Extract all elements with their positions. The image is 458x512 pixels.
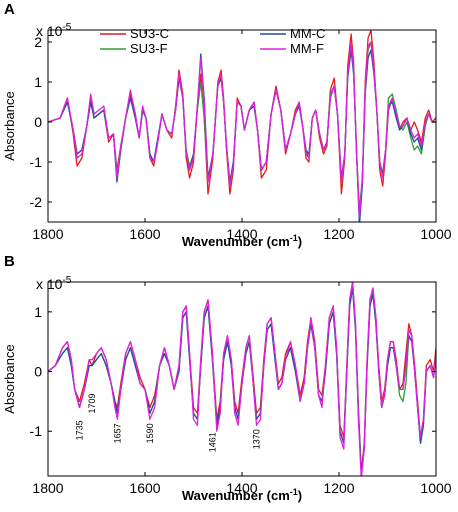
y-scale-factor: x 10-5 xyxy=(36,22,72,39)
y-axis-title: Absorbance xyxy=(2,344,17,413)
x-tick-label: 1800 xyxy=(32,226,63,242)
peak-annotation-1709: 1709 xyxy=(87,393,97,413)
x-axis-title-superscript: -1 xyxy=(290,233,298,243)
y-tick-label: -1 xyxy=(30,154,43,170)
panel-letter: A xyxy=(4,1,15,18)
y-tick-label: 0 xyxy=(34,114,42,130)
legend-label-mm-c: MM-C xyxy=(290,26,325,41)
x-tick-label: 1400 xyxy=(226,226,257,242)
panel-a: A 1800 1600 1400 1200 1000 -2 -1 0 1 2x 10-5 Absorb… xyxy=(2,1,452,249)
y-scale-exponent: -5 xyxy=(62,275,71,286)
x-axis-title: Wavenumber (cm-1) xyxy=(182,233,302,249)
y-axis-title: Absorbance xyxy=(2,91,17,160)
x-tick-label: 1600 xyxy=(129,480,160,496)
y-tick-label: 2 xyxy=(34,34,42,50)
plot-lines xyxy=(48,282,436,476)
x-axis-title-superscript: -1 xyxy=(290,487,298,497)
x-tick-label: 1400 xyxy=(226,480,257,496)
series-line-mm-f xyxy=(48,282,436,476)
x-tick-label: 1600 xyxy=(129,226,160,242)
legend-label-mm-f: MM-F xyxy=(290,41,324,56)
peak-annotation-1461: 1461 xyxy=(207,432,217,452)
x-tick-label: 1800 xyxy=(32,480,63,496)
peak-annotation-1735: 1735 xyxy=(75,420,85,440)
y-tick-label: 1 xyxy=(34,304,42,320)
y-tick-label: -1 xyxy=(30,423,43,439)
peak-annotation-1370: 1370 xyxy=(252,429,262,449)
y-scale-exponent: -5 xyxy=(62,22,71,33)
x-axis-title-close: ) xyxy=(298,234,302,249)
y-tick-label: 1 xyxy=(34,74,42,90)
x-axis-title: Wavenumber (cm-1) xyxy=(182,487,302,503)
x-tick-label: 1200 xyxy=(323,480,354,496)
panel-b: B 1800 1600 1400 1200 1000 -1 0 1 x 10-5 Absorbanc… xyxy=(2,253,452,503)
panel-letter: B xyxy=(4,253,15,270)
x-axis-title-text: Wavenumber (cm xyxy=(182,234,290,249)
y-tick-label: 0 xyxy=(34,364,42,380)
peak-annotation-1657: 1657 xyxy=(112,423,122,443)
x-tick-label: 1200 xyxy=(323,226,354,242)
x-tick-label: 1000 xyxy=(420,480,451,496)
y-scale-factor: x 10-5 xyxy=(36,275,72,292)
x-tick-label: 1000 xyxy=(420,226,451,242)
legend-label-su3-c: SU3-C xyxy=(130,26,169,41)
y-tick-label: -2 xyxy=(30,194,43,210)
peak-annotation-1590: 1590 xyxy=(145,423,155,443)
plot-lines xyxy=(48,30,436,222)
y-scale-base: x 10 xyxy=(36,276,63,292)
x-axis-title-text: Wavenumber (cm xyxy=(182,488,290,503)
y-scale-base: x 10 xyxy=(36,23,63,39)
x-axis-title-close: ) xyxy=(298,488,302,503)
legend-label-su3-f: SU3-F xyxy=(130,41,168,56)
series-line-mm-f xyxy=(48,41,436,219)
